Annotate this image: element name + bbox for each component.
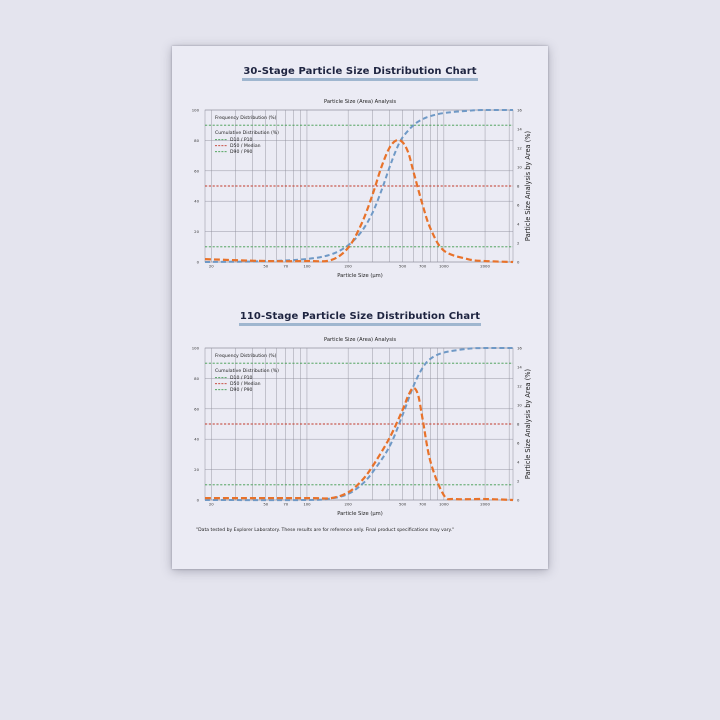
legend-label: D10 / P10 <box>230 137 253 143</box>
series-line-frequency <box>204 138 514 264</box>
chart-subtitle: Particle Size (Area) Analysis <box>324 337 396 343</box>
y2-axis-label: Particle Size Analysis by Area (%) <box>524 369 532 479</box>
y2-tick-label: 16 <box>517 346 522 351</box>
y2-axis-label: Particle Size Analysis by Area (%) <box>524 131 532 241</box>
footnote: "Data tested by Explorer Laboratory. The… <box>196 528 455 533</box>
y2-tick-label: 16 <box>517 108 522 113</box>
x-tick-label: 70 <box>283 502 288 507</box>
x-tick-label: 1000 <box>439 264 449 269</box>
x-tick-label: 50 <box>263 264 268 269</box>
x-tick-label: 700 <box>419 264 427 269</box>
chart-title-30-stage: 30-Stage Particle Size Distribution Char… <box>172 66 548 81</box>
x-tick-label: 2000 <box>480 502 490 507</box>
y2-tick-label: 0 <box>517 498 520 503</box>
chart-30-stage: Particle Size (Area) Analysis02040608010… <box>192 99 532 279</box>
legend-label: D50 / Median <box>230 381 261 387</box>
chart-1-group: Particle Size (Area) Analysis02040608010… <box>192 337 532 517</box>
x-tick-label: 100 <box>303 264 311 269</box>
legend-label: Cumulative Distribution (%) <box>215 368 279 374</box>
legend-label: D10 / P10 <box>230 375 253 381</box>
x-tick-label: 2000 <box>480 264 490 269</box>
y2-tick-label: 6 <box>517 441 520 446</box>
legend-label: D90 / P90 <box>230 387 253 393</box>
y2-tick-label: 14 <box>517 127 522 132</box>
legend-label: D50 / Median <box>230 143 261 149</box>
y2-tick-label: 6 <box>517 203 520 208</box>
y2-tick-label: 4 <box>517 460 520 465</box>
document-page: 30-Stage Particle Size Distribution Char… <box>172 46 548 569</box>
x-tick-label: 50 <box>263 502 268 507</box>
y-tick-label: 100 <box>192 108 200 113</box>
x-tick-label: 500 <box>399 264 407 269</box>
y-tick-label: 80 <box>194 138 199 143</box>
y2-tick-label: 12 <box>517 384 522 389</box>
legend-label: Cumulative Distribution (%) <box>215 130 279 136</box>
legend-label: D90 / P90 <box>230 149 253 155</box>
x-tick-label: 100 <box>303 502 311 507</box>
x-tick-label: 500 <box>399 502 407 507</box>
chart-110-stage: Particle Size (Area) Analysis02040608010… <box>192 337 532 517</box>
x-tick-label: 20 <box>209 264 214 269</box>
y-tick-label: 0 <box>197 498 200 503</box>
x-tick-label: 200 <box>345 264 353 269</box>
y2-tick-label: 4 <box>517 222 520 227</box>
y2-tick-label: 2 <box>517 479 520 484</box>
x-tick-label: 20 <box>209 502 214 507</box>
y-tick-label: 40 <box>194 199 199 204</box>
y2-tick-label: 14 <box>517 365 522 370</box>
legend-label: Frequency Distribution (%) <box>215 115 277 121</box>
y2-tick-label: 10 <box>517 165 522 170</box>
y-tick-label: 60 <box>194 168 199 173</box>
y2-tick-label: 8 <box>517 422 520 427</box>
x-tick-label: 700 <box>419 502 427 507</box>
y2-tick-label: 8 <box>517 184 520 189</box>
y-tick-label: 20 <box>194 467 199 472</box>
x-tick-label: 70 <box>283 264 288 269</box>
series-line-cumulative <box>204 108 514 263</box>
chart-title-110-stage: 110-Stage Particle Size Distribution Cha… <box>172 311 548 326</box>
y-tick-label: 0 <box>197 260 200 265</box>
y2-tick-label: 10 <box>517 403 522 408</box>
chart-0-group: Particle Size (Area) Analysis02040608010… <box>192 99 532 279</box>
y2-tick-label: 12 <box>517 146 522 151</box>
x-axis-label: Particle Size (µm) <box>337 511 383 517</box>
series-line-frequency <box>204 386 514 502</box>
chart-subtitle: Particle Size (Area) Analysis <box>324 99 396 105</box>
y-tick-label: 100 <box>192 346 200 351</box>
legend-label: Frequency Distribution (%) <box>215 353 277 359</box>
x-tick-label: 1000 <box>439 502 449 507</box>
y2-tick-label: 2 <box>517 241 520 246</box>
y-tick-label: 60 <box>194 406 199 411</box>
y2-tick-label: 0 <box>517 260 520 265</box>
x-tick-label: 200 <box>345 502 353 507</box>
x-axis-label: Particle Size (µm) <box>337 273 383 279</box>
y-tick-label: 40 <box>194 437 199 442</box>
y-tick-label: 20 <box>194 229 199 234</box>
y-tick-label: 80 <box>194 376 199 381</box>
